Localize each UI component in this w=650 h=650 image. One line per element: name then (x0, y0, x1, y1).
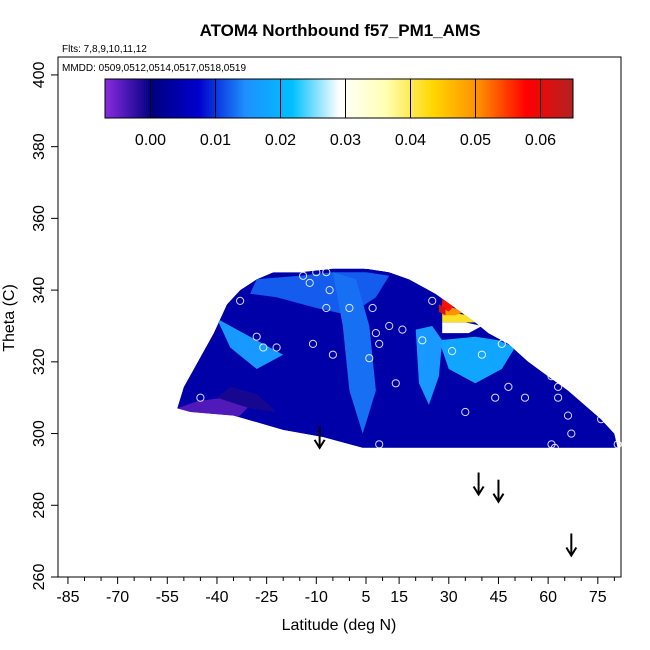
colorbar-tick-label: 0.04 (395, 132, 426, 149)
sample-point (477, 350, 486, 359)
sample-point (550, 443, 559, 452)
x-tick-label: -25 (255, 589, 278, 606)
colorbar-ramp (104, 78, 574, 119)
sample-point (567, 429, 576, 438)
x-tick-label: -40 (205, 589, 228, 606)
x-tick-label: 75 (589, 589, 607, 606)
colorbar-tick-label: 0.00 (135, 132, 166, 149)
sample-point (325, 286, 334, 295)
sample-point (375, 440, 384, 449)
x-tick-label: 60 (539, 589, 557, 606)
y-tick-label: 320 (31, 348, 48, 375)
y-tick-label: 400 (31, 61, 48, 88)
sample-point (428, 296, 437, 305)
x-tick-label: -55 (156, 589, 179, 606)
sample-point (613, 440, 622, 449)
x-tick-label: 45 (490, 589, 508, 606)
sample-arrow (472, 472, 485, 497)
y-axis: 260 280 300 320 340 360 380 400 (31, 61, 58, 590)
sample-point (305, 278, 314, 287)
sample-point (365, 354, 374, 363)
y-axis-label: Theta (C) (1, 284, 18, 352)
peak-edge-far (438, 304, 446, 316)
sample-point (385, 321, 394, 331)
plot-area: MMDD: 0509,0512,0514,0517,0518,0519 0.00… (31, 56, 622, 606)
sample-point (345, 303, 354, 313)
dates-note: MMDD: 0509,0512,0514,0517,0518,0519 (62, 63, 246, 74)
cyan-right-region (438, 336, 515, 384)
sample-point (554, 382, 563, 391)
sample-point (398, 325, 407, 334)
sample-point (563, 411, 573, 420)
sample-point (540, 350, 549, 359)
y-tick-label: 300 (31, 420, 48, 447)
sample-point (554, 393, 563, 402)
y-tick-label: 340 (31, 277, 48, 304)
field-base (177, 268, 618, 448)
sample-arrow (565, 533, 578, 558)
sample-arrow (313, 425, 326, 450)
y-tick-label: 380 (31, 133, 48, 160)
sample-point (361, 260, 371, 270)
sample-point (312, 268, 321, 277)
sample-point (371, 329, 380, 338)
y-tick-label: 260 (31, 564, 48, 591)
plot-frame (57, 56, 622, 578)
cyan-midright-region (415, 326, 443, 405)
x-axis-label: Latitude (deg N) (282, 617, 397, 634)
sample-point (461, 407, 470, 417)
x-tick-label: -70 (106, 589, 129, 606)
sample-point (272, 343, 281, 352)
sample-point (448, 347, 457, 356)
colorbar-tick-label: 0.03 (330, 132, 361, 149)
sample-point (368, 303, 377, 313)
colorbar-tick-label: 0.05 (460, 132, 491, 149)
sample-points (196, 260, 622, 452)
sample-point (196, 393, 205, 402)
colorbar-tick-label: 0.02 (265, 132, 296, 149)
sample-arrow (492, 479, 505, 504)
sample-point (236, 296, 245, 305)
sample-point (547, 372, 556, 381)
x-tick-label: 30 (440, 589, 458, 606)
sample-point (391, 379, 400, 388)
y-tick-label: 360 (31, 205, 48, 232)
sample-point (520, 393, 530, 402)
colorbar-tick-label: 0.06 (525, 132, 556, 149)
sample-point (322, 268, 331, 277)
colorbar: 0.00 0.01 0.02 0.03 0.04 0.05 0.06 (104, 78, 574, 149)
sample-point (299, 271, 308, 280)
sample-point (322, 303, 331, 313)
x-axis: -85 -70 -55 -40 -25 -10 5 15 30 45 60 75 (56, 577, 615, 606)
x-tick-label: -10 (305, 589, 328, 606)
sample-point (308, 339, 318, 348)
sample-point (328, 350, 337, 359)
x-tick-label: 15 (390, 589, 408, 606)
y-tick-label: 280 (31, 492, 48, 519)
sample-arrows (313, 425, 578, 558)
sample-point (491, 393, 500, 402)
sample-point (504, 382, 513, 391)
sample-point (597, 415, 606, 424)
concentration-field (177, 268, 618, 448)
sample-point (418, 336, 427, 345)
white-band (442, 322, 482, 334)
chart-title: ATOM4 Northbound f57_PM1_AMS (200, 21, 481, 40)
x-tick-label: 5 (362, 589, 371, 606)
field-clipped (177, 268, 618, 448)
sample-point (259, 343, 268, 352)
mid-column-region (332, 272, 376, 434)
colorbar-ticks: 0.00 0.01 0.02 0.03 0.04 0.05 0.06 (135, 79, 556, 149)
x-tick-label: -85 (56, 589, 79, 606)
sample-point (497, 339, 506, 348)
dark-low-region (217, 386, 277, 412)
light-upper-region (217, 318, 284, 369)
sample-point (252, 332, 261, 341)
sample-point (375, 339, 384, 348)
colorbar-tick-label: 0.01 (200, 132, 231, 149)
flights-note: Flts: 7,8,9,10,11,12 (62, 44, 147, 55)
